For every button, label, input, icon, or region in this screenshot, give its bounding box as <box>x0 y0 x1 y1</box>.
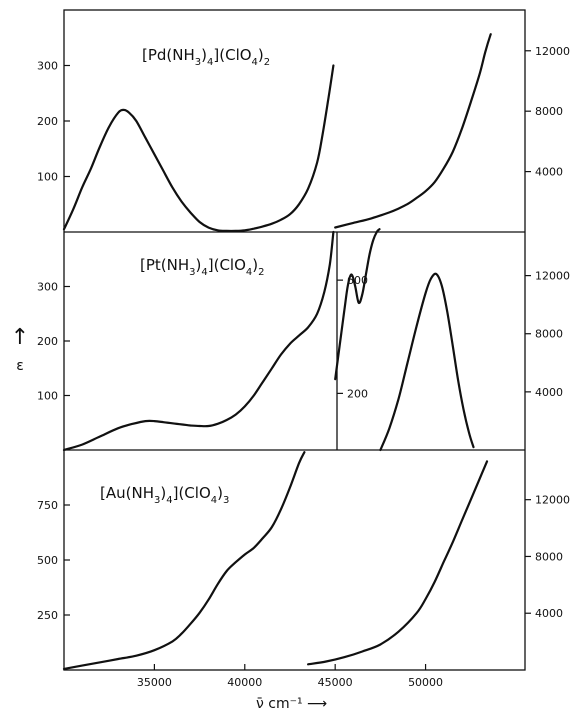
left-axis-tick-label: 200 <box>37 335 58 348</box>
left-axis-tick-label: 200 <box>37 115 58 128</box>
left-axis-tick-label: 100 <box>37 171 58 184</box>
x-tick-label: 45000 <box>318 676 353 689</box>
y-axis-symbol: ε <box>16 358 24 374</box>
right-axis-tick-label: 8000 <box>535 550 563 563</box>
left-axis-tick-label: 750 <box>37 499 58 512</box>
spectrum-curve-panel2-series2 <box>334 228 381 381</box>
right-axis-tick-label: 8000 <box>535 328 563 341</box>
left-axis-tick-label: 300 <box>37 281 58 294</box>
spectrum-curve-panel1-series1 <box>62 64 335 233</box>
right-axis-tick-label: 8000 <box>535 105 563 118</box>
figure-frame <box>63 9 526 671</box>
right-axis-tick-label: 12000 <box>535 494 570 507</box>
left-axis-tick-label: 500 <box>37 554 58 567</box>
spectrum-curve-panel2-series1 <box>62 230 335 452</box>
panel-pt-compound-label: [Pt(NH3)4](ClO4)2 <box>140 256 265 278</box>
right-axis-tick-label: 12000 <box>535 270 570 283</box>
x-tick-label: 50000 <box>408 676 443 689</box>
left-axis-tick-label: 250 <box>37 609 58 622</box>
spectrum-curve-panel3-series1 <box>62 451 306 670</box>
right-axis-tick-label: 4000 <box>535 386 563 399</box>
chart-marks: 35000 40000 45000 50000 100 200 300 4000 8000 120… <box>37 33 570 689</box>
left-axis-tick-label: 300 <box>37 60 58 73</box>
right-axis-tick-label: 4000 <box>535 607 563 620</box>
right-axis-tick-label: 4000 <box>535 166 563 179</box>
spectrum-curve-panel3-series2 <box>307 460 489 666</box>
spectrum-curve-panel2-series3 <box>379 272 475 452</box>
panel-au-compound-label: [Au(NH3)4](ClO4)3 <box>100 484 229 506</box>
left-axis-tick-label: 100 <box>37 390 58 403</box>
panel-pd-compound-label: [Pd(NH3)4](ClO4)2 <box>142 46 270 68</box>
x-tick-label: 35000 <box>137 676 172 689</box>
right-axis-tick-label: 12000 <box>535 45 570 58</box>
spectrum-curve-panel1-series2 <box>334 33 492 229</box>
x-axis-label: ν̄ cm⁻¹ ⟶ <box>256 696 327 712</box>
y-axis-arrow: ↑ <box>11 325 29 350</box>
inset-axis-tick-label: 200 <box>347 387 368 400</box>
x-tick-label: 40000 <box>227 676 262 689</box>
